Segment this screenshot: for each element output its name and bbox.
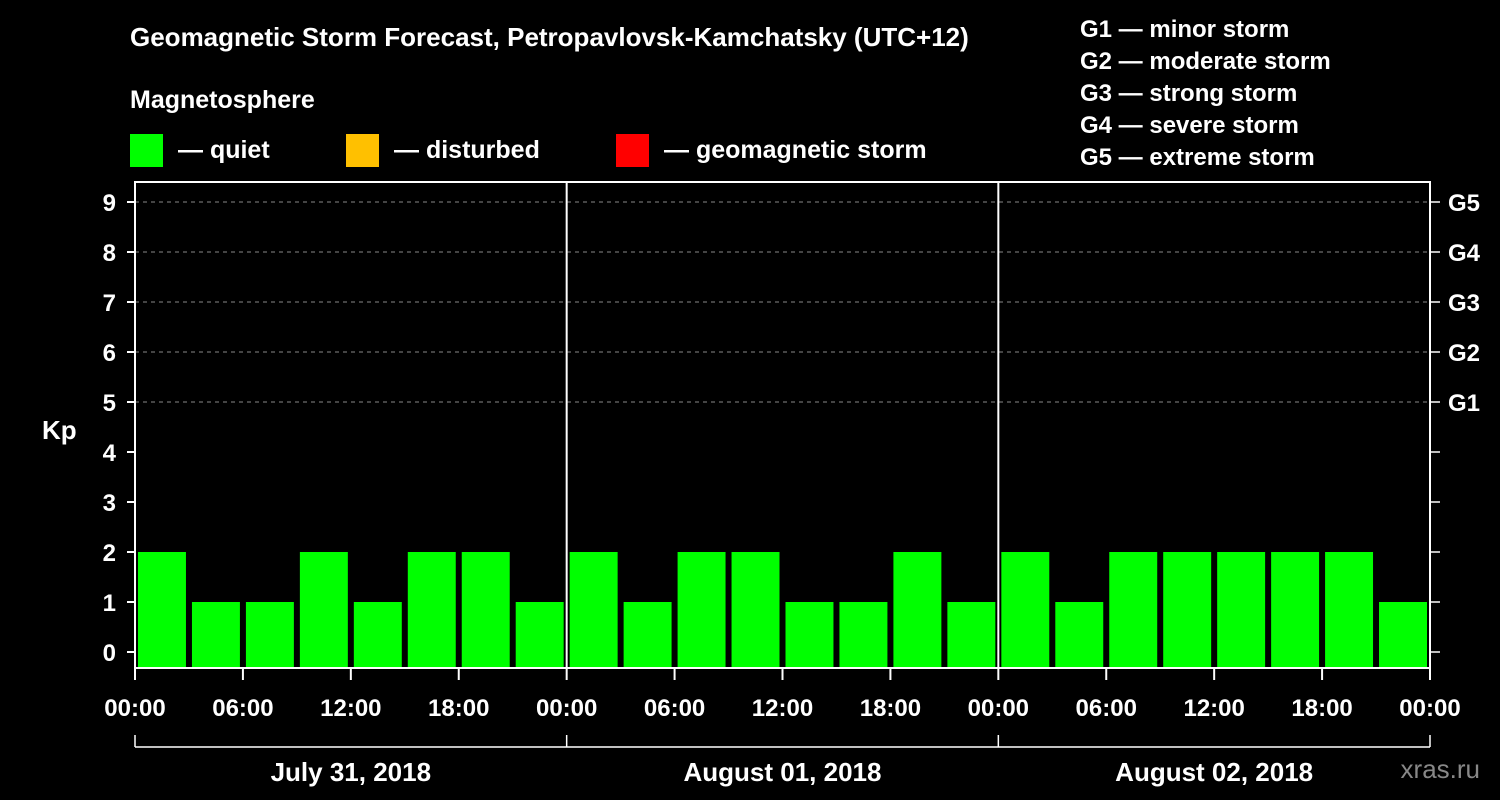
y-tick-label-9: 9 [103, 190, 116, 217]
bar-21 [1271, 552, 1320, 668]
bar-22 [1325, 552, 1374, 668]
bar-8 [569, 552, 618, 668]
y-tick-label-1: 1 [103, 590, 116, 617]
x-tick-label-10: 12:00 [1183, 695, 1244, 722]
y-tick-label-4: 4 [103, 440, 117, 467]
bar-9 [623, 602, 672, 668]
bar-1 [191, 602, 240, 668]
bar-11 [731, 552, 780, 668]
right-axis-label-g5: G5 [1448, 190, 1480, 217]
bar-3 [299, 552, 348, 668]
legend-quiet: — quiet [130, 133, 270, 167]
bar-14 [893, 552, 942, 668]
bar-0 [138, 552, 186, 668]
x-tick-label-5: 06:00 [644, 695, 705, 722]
y-axis-label: Kp [42, 415, 77, 445]
x-tick-label-1: 06:00 [212, 695, 273, 722]
right-axis-label-g2: G2 [1448, 340, 1480, 367]
bar-6 [461, 552, 510, 668]
day-label-2: August 02, 2018 [1115, 757, 1313, 787]
x-tick-label-7: 18:00 [860, 695, 921, 722]
y-tick-label-8: 8 [103, 240, 116, 267]
bar-16 [1001, 552, 1050, 668]
x-tick-label-8: 00:00 [968, 695, 1029, 722]
legend-quiet-swatch [130, 133, 163, 167]
magnetosphere-heading: Magnetosphere [130, 86, 315, 114]
x-tick-label-3: 18:00 [428, 695, 489, 722]
chart-title: Geomagnetic Storm Forecast, Petropavlovs… [130, 22, 969, 52]
legend-quiet-label: — quiet [178, 135, 270, 164]
x-tick-label-2: 12:00 [320, 695, 381, 722]
bar-18 [1109, 552, 1158, 668]
watermark: xras.ru [1400, 754, 1480, 784]
bar-10 [677, 552, 726, 668]
y-tick-label-6: 6 [103, 340, 116, 367]
bar-20 [1217, 552, 1266, 668]
legend-disturbed-swatch [346, 133, 379, 167]
x-tick-label-4: 00:00 [536, 695, 597, 722]
y-tick-label-3: 3 [103, 490, 116, 517]
storm-scale-g5: G5 — extreme storm [1080, 144, 1315, 171]
y-tick-label-5: 5 [103, 390, 116, 417]
bar-13 [839, 602, 888, 668]
bar-23 [1379, 602, 1427, 668]
day-label-1: August 01, 2018 [684, 757, 882, 787]
x-tick-label-9: 06:00 [1076, 695, 1137, 722]
bar-17 [1055, 602, 1104, 668]
y-tick-label-7: 7 [103, 290, 116, 317]
bar-15 [947, 602, 996, 668]
x-tick-label-6: 12:00 [752, 695, 813, 722]
storm-scale-legend: G1 — minor storm G2 — moderate storm G3 … [1080, 14, 1331, 174]
x-tick-label-12: 00:00 [1399, 695, 1460, 722]
x-tick-label-0: 00:00 [104, 695, 165, 722]
legend-disturbed: — disturbed [346, 133, 540, 167]
bar-12 [785, 602, 834, 668]
right-axis-label-g1: G1 [1448, 390, 1480, 417]
bar-4 [353, 602, 402, 668]
legend-storm: — geomagnetic storm [616, 133, 927, 167]
storm-scale-g2: G2 — moderate storm [1080, 48, 1331, 75]
bar-7 [515, 602, 564, 668]
legend-disturbed-label: — disturbed [394, 135, 540, 164]
right-axis-label-g4: G4 [1448, 240, 1481, 267]
storm-scale-g1: G1 — minor storm [1080, 16, 1290, 43]
storm-scale-g3: G3 — strong storm [1080, 80, 1298, 107]
bar-5 [407, 552, 456, 668]
right-axis-label-g3: G3 [1448, 290, 1480, 317]
bar-2 [245, 602, 294, 668]
y-tick-label-2: 2 [103, 540, 116, 567]
storm-scale-g4: G4 — severe storm [1080, 112, 1299, 139]
y-tick-label-0: 0 [103, 640, 116, 667]
legend-storm-label: — geomagnetic storm [664, 135, 927, 164]
x-tick-label-11: 18:00 [1291, 695, 1352, 722]
day-label-0: July 31, 2018 [271, 757, 431, 787]
bar-19 [1163, 552, 1212, 668]
legend-storm-swatch [616, 133, 649, 167]
